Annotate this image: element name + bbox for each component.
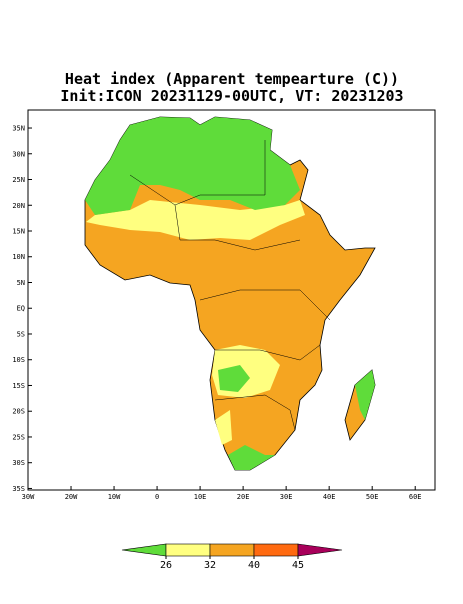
yellow-zone: [86, 200, 305, 240]
title-line: Heat index (Apparent tempearture (C)): [65, 70, 399, 88]
lat-tick-label: 20N: [12, 202, 25, 210]
lat-tick-label: 5N: [17, 279, 25, 287]
green-zone: [355, 370, 375, 420]
lon-tick-label: 30W: [22, 493, 35, 501]
lat-tick-label: 30N: [12, 150, 25, 158]
lat-tick-label: 35N: [12, 125, 25, 133]
colorbar-label: 32: [204, 560, 216, 571]
border: [215, 344, 321, 361]
colorbar-segment: [253, 543, 299, 557]
lon-tick-label: 40E: [323, 493, 336, 501]
green-zone: [85, 117, 300, 215]
border: [199, 289, 331, 321]
border: [129, 140, 266, 206]
yellow-zone: [215, 410, 232, 445]
lat-tick-label: 20S: [12, 408, 25, 416]
lat-tick-label: 30S: [12, 459, 25, 467]
fields: [85, 117, 375, 470]
colorbar-segment: [209, 543, 255, 557]
title-line: Init:ICON 20231129-00UTC, VT: 20231203: [60, 87, 403, 105]
lat-tick-label: 25S: [12, 433, 25, 441]
colorbar-label: 40: [248, 560, 260, 571]
green-zone: [218, 365, 250, 392]
colorbar-label: 45: [292, 560, 304, 571]
lat-tick-label: 5S: [17, 330, 25, 338]
lon-tick-label: 20E: [237, 493, 250, 501]
lon-tick-label: 30E: [280, 493, 293, 501]
lon-tick-label: 10W: [108, 493, 121, 501]
lat-tick-label: EQ: [17, 305, 25, 313]
ticks: 30W 20W 10W 0 10E 20E 30E 40E 50E 60E 35N 30N 25N 20N…: [12, 125, 421, 501]
border: [174, 204, 301, 251]
green-zone: [228, 445, 275, 470]
lat-tick-label: 35S: [12, 485, 25, 493]
colorbar: 26 32 40 45: [121, 543, 343, 571]
colorbar-label: 26: [160, 560, 172, 571]
lon-tick-label: 60E: [409, 493, 422, 501]
lat-tick-label: 15S: [12, 382, 25, 390]
map-frame: [27, 109, 436, 491]
colorbar-segment: [165, 543, 211, 557]
lat-tick-label: 10S: [12, 356, 25, 364]
lon-tick-label: 20W: [65, 493, 78, 501]
lat-tick-label: 10N: [12, 253, 25, 261]
lon-tick-label: 50E: [366, 493, 379, 501]
border: [214, 394, 296, 431]
lon-tick-label: 10E: [194, 493, 207, 501]
colorbar-end: [297, 543, 343, 557]
lat-tick-label: 15N: [12, 228, 25, 236]
lat-tick-label: 25N: [12, 176, 25, 184]
lon-tick-label: 0: [155, 493, 159, 501]
borders: [129, 140, 331, 431]
